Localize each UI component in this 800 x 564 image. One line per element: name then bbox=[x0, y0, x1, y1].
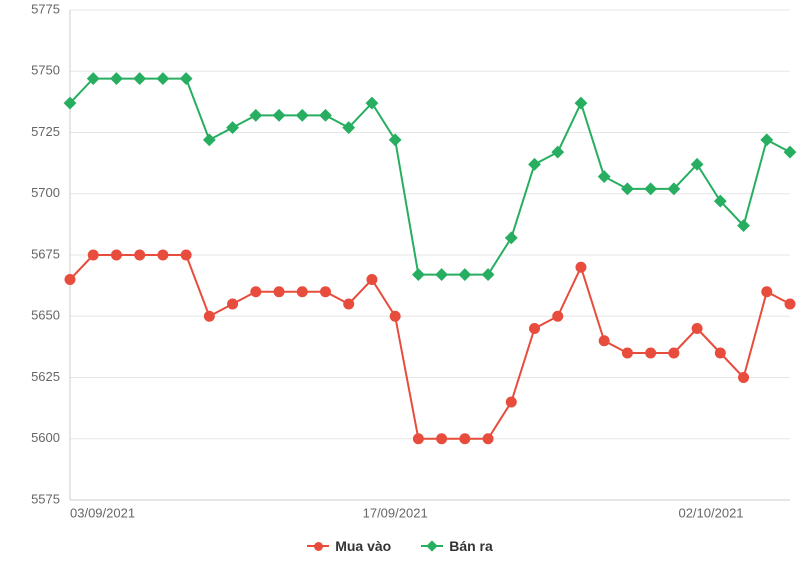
data-point bbox=[112, 251, 121, 260]
data-point bbox=[786, 300, 795, 309]
legend-marker bbox=[307, 540, 329, 552]
data-point bbox=[158, 74, 168, 84]
data-point bbox=[600, 336, 609, 345]
data-point bbox=[228, 123, 238, 133]
data-point bbox=[622, 184, 632, 194]
data-point bbox=[460, 270, 470, 280]
data-point bbox=[89, 251, 98, 260]
data-point bbox=[344, 300, 353, 309]
data-point bbox=[484, 434, 493, 443]
data-point bbox=[297, 110, 307, 120]
legend-item-ban_ra: Bán ra bbox=[421, 538, 493, 554]
data-point bbox=[530, 159, 540, 169]
line-chart: 5575 5600 5625 5650 5675 5700 5725 5750 5775 03/0… bbox=[0, 0, 800, 564]
y-axis-tick-label: 5775 bbox=[31, 1, 60, 16]
data-point bbox=[762, 135, 772, 145]
data-point bbox=[135, 74, 145, 84]
data-point bbox=[390, 135, 400, 145]
data-point bbox=[483, 270, 493, 280]
data-point bbox=[646, 349, 655, 358]
data-point bbox=[228, 300, 237, 309]
data-point bbox=[623, 349, 632, 358]
data-point bbox=[135, 251, 144, 260]
data-point bbox=[320, 110, 330, 120]
data-point bbox=[785, 147, 795, 157]
data-point bbox=[251, 287, 260, 296]
legend-label: Mua vào bbox=[335, 538, 391, 554]
y-axis-tick-label: 5750 bbox=[31, 63, 60, 78]
y-axis-tick-label: 5725 bbox=[31, 124, 60, 139]
data-point bbox=[576, 98, 586, 108]
data-point bbox=[181, 74, 191, 84]
data-point bbox=[576, 263, 585, 272]
x-axis-tick-label: 17/09/2021 bbox=[363, 506, 428, 521]
data-point bbox=[646, 184, 656, 194]
data-point bbox=[506, 233, 516, 243]
data-point bbox=[298, 287, 307, 296]
data-point bbox=[321, 287, 330, 296]
data-point bbox=[251, 110, 261, 120]
series-line-mua_vao bbox=[70, 255, 790, 439]
data-point bbox=[599, 172, 609, 182]
data-point bbox=[391, 312, 400, 321]
legend-label: Bán ra bbox=[449, 538, 493, 554]
data-point bbox=[182, 251, 191, 260]
data-point bbox=[437, 434, 446, 443]
data-point bbox=[275, 287, 284, 296]
data-point bbox=[274, 110, 284, 120]
data-point bbox=[669, 349, 678, 358]
legend-item-mua_vao: Mua vào bbox=[307, 538, 391, 554]
data-point bbox=[437, 270, 447, 280]
data-point bbox=[66, 275, 75, 284]
data-point bbox=[553, 312, 562, 321]
data-point bbox=[507, 398, 516, 407]
data-point bbox=[693, 324, 702, 333]
data-point bbox=[553, 147, 563, 157]
chart-legend: Mua vào Bán ra bbox=[0, 538, 800, 554]
data-point bbox=[111, 74, 121, 84]
y-axis-tick-label: 5700 bbox=[31, 185, 60, 200]
y-axis-tick-label: 5600 bbox=[31, 430, 60, 445]
data-point bbox=[530, 324, 539, 333]
data-point bbox=[158, 251, 167, 260]
series-line-ban_ra bbox=[70, 79, 790, 275]
data-point bbox=[414, 434, 423, 443]
data-point bbox=[413, 270, 423, 280]
data-point bbox=[762, 287, 771, 296]
y-axis-tick-label: 5625 bbox=[31, 369, 60, 384]
y-axis-tick-label: 5575 bbox=[31, 491, 60, 506]
data-point bbox=[739, 373, 748, 382]
data-point bbox=[205, 312, 214, 321]
y-axis-tick-label: 5650 bbox=[31, 308, 60, 323]
data-point bbox=[716, 349, 725, 358]
data-point bbox=[460, 434, 469, 443]
data-point bbox=[367, 275, 376, 284]
legend-marker bbox=[421, 540, 443, 552]
x-axis-tick-label: 02/10/2021 bbox=[678, 506, 743, 521]
y-axis-tick-label: 5675 bbox=[31, 246, 60, 261]
x-axis-tick-label: 03/09/2021 bbox=[70, 506, 135, 521]
chart-container: 5575 5600 5625 5650 5675 5700 5725 5750 5775 03/0… bbox=[0, 0, 800, 564]
data-point bbox=[204, 135, 214, 145]
